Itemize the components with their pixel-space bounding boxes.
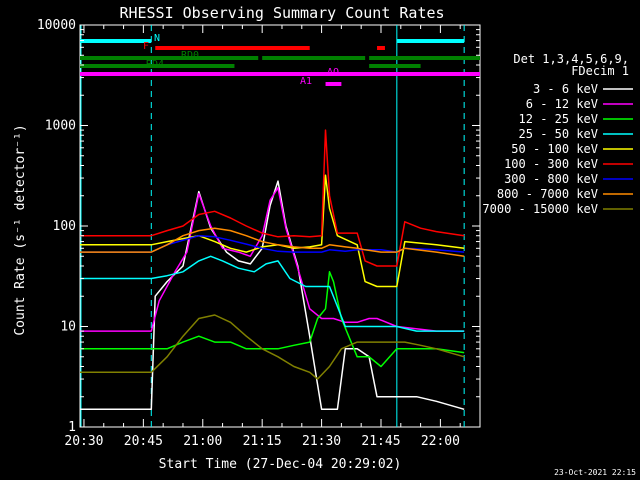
legend-entry-label: 12 - 25 keV xyxy=(519,112,598,126)
legend-entry-label: 3 - 6 keV xyxy=(533,82,598,96)
flag-label-n: N xyxy=(154,33,160,44)
flag-label-a1: A1 xyxy=(300,76,312,87)
legend-entry-label: 50 - 100 keV xyxy=(511,142,598,156)
series-layer xyxy=(80,129,465,411)
x-axis-label: Start Time (27-Dec-04 20:29:02) xyxy=(159,457,402,472)
y-tick-label: 10000 xyxy=(37,18,76,33)
legend-entry-label: 800 - 7000 keV xyxy=(497,187,598,201)
series-line-25-50-kev xyxy=(80,255,465,332)
x-tick-label: 21:45 xyxy=(361,434,400,449)
x-tick-label: 20:30 xyxy=(64,434,103,449)
series-line-7000-15000-kev xyxy=(80,314,465,380)
y-tick-label: 1 xyxy=(68,420,76,435)
legend-entry-label: 7000 - 15000 keV xyxy=(482,202,598,216)
flag-layer: NF RD0 RD4 AO A1 xyxy=(80,25,480,427)
y-tick-label: 1000 xyxy=(45,119,76,134)
flag-label-ao: AO xyxy=(327,67,339,78)
flag-label-rd0: RD0 xyxy=(181,50,199,61)
x-tick-label: 21:30 xyxy=(302,434,341,449)
series-line-12-25-kev xyxy=(80,271,465,368)
timestamp: 23-Oct-2021 22:15 xyxy=(554,468,636,477)
chart-title: RHESSI Observing Summary Count Rates xyxy=(119,4,444,22)
legend-header-line: Det 1,3,4,5,6,9, xyxy=(513,52,629,66)
flag-label-f: F xyxy=(143,41,149,52)
series-line-100-300-kev xyxy=(80,129,465,267)
series-line-300-800-kev xyxy=(80,234,465,253)
series-line-6-12-kev xyxy=(80,187,465,332)
flag-label-rd4: RD4 xyxy=(146,59,164,70)
y-axis-label: Count Rate (s⁻¹ detector⁻¹) xyxy=(13,124,28,335)
series-line-800-7000-kev xyxy=(80,227,465,258)
x-tick-label: 20:45 xyxy=(124,434,163,449)
y-tick-label: 100 xyxy=(53,219,76,234)
x-tick-label: 22:00 xyxy=(421,434,460,449)
legend-header-line: FDecim 1 xyxy=(571,64,629,78)
x-axis: 20:30 20:45 21:00 21:15 21:30 21:45 22:00 xyxy=(64,25,481,449)
x-tick-label: 21:15 xyxy=(243,434,282,449)
y-tick-label: 10 xyxy=(60,320,76,335)
legend-entry-label: 6 - 12 keV xyxy=(526,97,598,111)
legend-entry-label: 300 - 800 keV xyxy=(504,172,598,186)
legend-entry-label: 25 - 50 keV xyxy=(519,127,598,141)
y-axis: 1 10 100 1000 10000 xyxy=(37,18,480,435)
x-tick-label: 21:00 xyxy=(183,434,222,449)
legend-entry-label: 100 - 300 keV xyxy=(504,157,598,171)
plot-area: NF RD0 RD4 AO A1 xyxy=(79,24,481,428)
